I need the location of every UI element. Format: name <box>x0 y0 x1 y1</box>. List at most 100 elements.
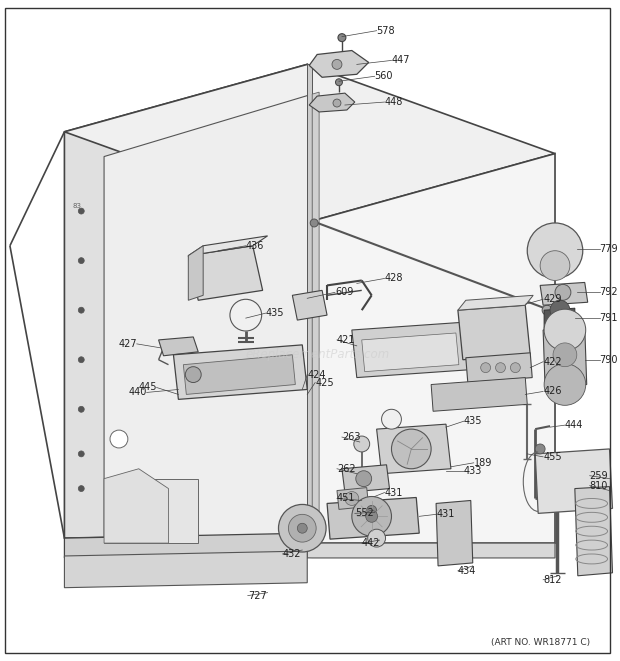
Text: 189: 189 <box>474 458 492 468</box>
Polygon shape <box>466 353 532 383</box>
Polygon shape <box>64 64 555 221</box>
Text: 426: 426 <box>543 387 562 397</box>
Circle shape <box>495 363 505 373</box>
Circle shape <box>110 430 128 448</box>
Text: 447: 447 <box>391 56 410 65</box>
Text: 444: 444 <box>565 420 583 430</box>
Circle shape <box>542 305 552 315</box>
Polygon shape <box>184 355 295 395</box>
Circle shape <box>480 363 490 373</box>
Circle shape <box>540 251 570 280</box>
Circle shape <box>288 514 316 542</box>
Text: 810: 810 <box>590 481 608 490</box>
Circle shape <box>332 59 342 69</box>
Text: 812: 812 <box>543 575 562 585</box>
Circle shape <box>78 258 84 264</box>
Circle shape <box>78 486 84 492</box>
Circle shape <box>354 436 370 452</box>
Circle shape <box>544 364 586 405</box>
Circle shape <box>335 79 342 86</box>
Text: 427: 427 <box>118 339 137 349</box>
Polygon shape <box>104 479 198 543</box>
Circle shape <box>338 34 346 42</box>
Polygon shape <box>327 498 419 539</box>
Circle shape <box>368 529 386 547</box>
Text: 609: 609 <box>335 288 353 297</box>
Circle shape <box>310 219 318 227</box>
Text: 448: 448 <box>384 97 403 107</box>
Polygon shape <box>64 64 308 538</box>
Text: 83: 83 <box>73 203 82 209</box>
Text: 429: 429 <box>543 294 562 304</box>
Circle shape <box>78 407 84 412</box>
Text: 428: 428 <box>384 274 403 284</box>
Circle shape <box>550 300 570 320</box>
Text: 424: 424 <box>308 369 326 379</box>
Text: 435: 435 <box>464 416 482 426</box>
Circle shape <box>230 299 262 331</box>
Circle shape <box>555 284 571 300</box>
Text: 792: 792 <box>600 288 618 297</box>
Polygon shape <box>544 308 575 330</box>
Text: 440: 440 <box>128 387 147 397</box>
Polygon shape <box>458 305 530 360</box>
Polygon shape <box>337 488 369 510</box>
Polygon shape <box>188 246 263 300</box>
Polygon shape <box>361 333 459 371</box>
Circle shape <box>510 363 520 373</box>
Polygon shape <box>312 153 555 543</box>
Circle shape <box>352 496 391 536</box>
Text: 433: 433 <box>464 466 482 476</box>
Circle shape <box>553 343 577 367</box>
Polygon shape <box>309 93 355 112</box>
Text: 442: 442 <box>361 538 380 548</box>
Circle shape <box>345 492 359 506</box>
Polygon shape <box>174 345 308 399</box>
Text: 431: 431 <box>384 488 403 498</box>
Text: 422: 422 <box>543 357 562 367</box>
Text: (ART NO. WR18771 C): (ART NO. WR18771 C) <box>490 638 590 646</box>
Circle shape <box>278 504 326 552</box>
Circle shape <box>78 307 84 313</box>
Polygon shape <box>540 282 588 305</box>
Text: 259: 259 <box>590 471 608 481</box>
Polygon shape <box>104 94 312 543</box>
Polygon shape <box>188 236 268 256</box>
Polygon shape <box>352 322 471 377</box>
Circle shape <box>185 367 202 383</box>
Polygon shape <box>376 424 451 474</box>
Polygon shape <box>543 327 587 387</box>
Text: 455: 455 <box>543 452 562 462</box>
Polygon shape <box>312 92 319 543</box>
Text: 421: 421 <box>337 335 355 345</box>
Circle shape <box>391 429 431 469</box>
Circle shape <box>356 468 366 478</box>
Text: 791: 791 <box>600 313 618 323</box>
Polygon shape <box>308 64 312 533</box>
Circle shape <box>366 506 376 516</box>
Circle shape <box>544 309 586 351</box>
Text: 727: 727 <box>248 591 267 601</box>
Text: 436: 436 <box>246 241 264 251</box>
Text: 435: 435 <box>265 308 284 318</box>
Polygon shape <box>342 465 389 492</box>
Text: 262: 262 <box>337 464 356 474</box>
Polygon shape <box>436 500 472 566</box>
Polygon shape <box>64 533 308 558</box>
Text: 451: 451 <box>337 494 355 504</box>
Text: 560: 560 <box>374 71 393 81</box>
Circle shape <box>527 223 583 278</box>
Text: eReplacementParts.com: eReplacementParts.com <box>245 348 389 362</box>
Circle shape <box>356 471 371 486</box>
Polygon shape <box>535 449 613 514</box>
Polygon shape <box>159 337 198 356</box>
Circle shape <box>78 357 84 363</box>
Polygon shape <box>293 290 327 320</box>
Polygon shape <box>188 246 203 300</box>
Text: 445: 445 <box>138 383 157 393</box>
Circle shape <box>535 444 545 454</box>
Text: 779: 779 <box>600 244 618 254</box>
Polygon shape <box>431 377 527 411</box>
Polygon shape <box>458 295 533 310</box>
Text: 578: 578 <box>376 26 395 36</box>
